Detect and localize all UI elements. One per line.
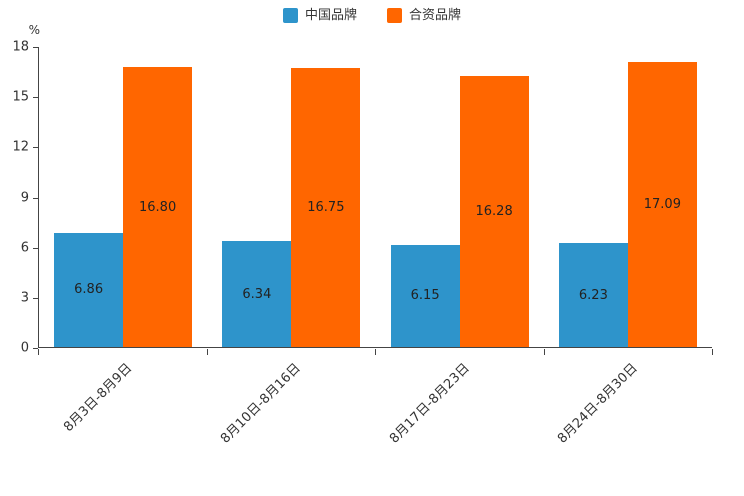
bar-series1-group3: 6.15 — [390, 244, 460, 347]
x-axis-labels: 8月3日-8月9日 8月10日-8月16日 8月17日-8月23日 8月24日-8月3… — [38, 358, 712, 488]
bar-value-label: 16.80 — [139, 199, 177, 215]
x-axis-label: 8月17日-8月23日 — [386, 360, 473, 447]
legend-item-label: 中国品牌 — [304, 8, 357, 23]
y-axis-tick-label: 12 — [12, 139, 29, 155]
x-axis-tick-mark — [206, 349, 208, 355]
x-axis-ticks — [38, 348, 713, 356]
y-axis-tick-label: 18 — [12, 39, 29, 55]
x-axis-tick-mark — [38, 349, 39, 355]
plot-area: 6.86 16.80 6.34 16.75 6.15 16.28 6.23 17.09 — [38, 47, 712, 348]
y-axis-tick-label: 0 — [20, 340, 29, 356]
bar-group-3: 6.15 16.28 — [376, 47, 544, 347]
bar-series2-group2: 16.75 — [291, 67, 361, 347]
bar-series2-group4: 17.09 — [627, 62, 697, 347]
y-axis-tick-label: 15 — [12, 89, 29, 105]
bar-group-4: 6.23 17.09 — [544, 47, 712, 347]
y-axis-tick-mark — [33, 147, 38, 149]
y-axis-tick-label: 9 — [20, 190, 29, 205]
y-axis-tick-mark — [33, 97, 38, 99]
bar-value-label: 6.15 — [410, 288, 440, 304]
y-axis: 0 3 6 9 12 15 18 — [0, 40, 38, 356]
y-axis-tick-mark — [33, 297, 38, 299]
bar-value-label: 6.86 — [74, 282, 104, 298]
bar-value-label: 16.28 — [475, 203, 513, 219]
x-axis-tick-mark — [543, 349, 545, 355]
bar-value-label: 6.34 — [242, 286, 272, 302]
y-axis-tick-mark — [33, 348, 38, 349]
legend-item-1[interactable]: 中国品牌 — [282, 8, 357, 23]
legend: 中国品牌 合资品牌 — [0, 8, 744, 23]
x-axis-label: 8月3日-8月9日 — [61, 360, 136, 435]
y-axis-tick-mark — [33, 47, 38, 48]
x-axis-label: 8月24日-8月30日 — [555, 360, 642, 447]
legend-swatch-icon — [387, 8, 402, 23]
bar-series1-group1: 6.86 — [54, 232, 124, 347]
y-axis-tick-mark — [33, 247, 38, 249]
bar-value-label: 17.09 — [643, 197, 681, 213]
x-axis-tick-mark — [375, 349, 376, 355]
y-axis-tick-mark — [33, 197, 38, 199]
bar-series1-group4: 6.23 — [558, 243, 628, 347]
bar-series1-group2: 6.34 — [222, 241, 292, 347]
y-axis-tick-label: 6 — [20, 240, 29, 256]
legend-swatch-icon — [282, 8, 298, 23]
y-axis-tick-label: 3 — [20, 290, 29, 306]
bar-group-2: 6.34 16.75 — [207, 47, 375, 347]
bar-group-1: 6.86 16.80 — [39, 47, 207, 347]
bar-series2-group3: 16.28 — [459, 75, 529, 347]
x-axis-tick-mark — [712, 349, 713, 355]
legend-item-label: 合资品牌 — [409, 8, 462, 23]
bar-value-label: 16.75 — [307, 199, 345, 215]
bar-series2-group1: 16.80 — [123, 67, 193, 347]
bar-value-label: 6.23 — [578, 287, 608, 303]
x-axis-label: 8月10日-8月16日 — [218, 360, 305, 447]
y-axis-unit-label: % — [28, 23, 40, 37]
legend-item-2[interactable]: 合资品牌 — [387, 8, 461, 23]
